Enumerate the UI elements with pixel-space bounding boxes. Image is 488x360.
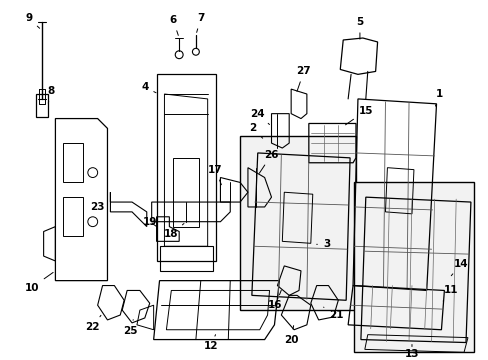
- Bar: [353, 183, 473, 352]
- Text: 21: 21: [323, 307, 343, 320]
- Text: 25: 25: [122, 320, 137, 336]
- Text: 23: 23: [90, 202, 110, 212]
- Bar: [63, 197, 83, 237]
- Text: 27: 27: [296, 66, 310, 91]
- Text: 26: 26: [259, 150, 278, 173]
- Text: 12: 12: [203, 335, 218, 351]
- Text: 19: 19: [142, 217, 157, 227]
- Bar: [159, 246, 212, 271]
- Text: 13: 13: [404, 345, 418, 359]
- Text: 17: 17: [208, 165, 223, 185]
- Text: 10: 10: [24, 273, 53, 293]
- Bar: [173, 158, 199, 226]
- Bar: [36, 94, 47, 117]
- Text: 9: 9: [25, 13, 40, 28]
- Text: 4: 4: [141, 82, 156, 93]
- Text: 22: 22: [85, 315, 101, 332]
- Text: 24: 24: [250, 109, 269, 125]
- Text: 2: 2: [249, 123, 262, 138]
- Text: 18: 18: [164, 224, 183, 239]
- Text: 5: 5: [356, 17, 363, 39]
- Text: 3: 3: [316, 239, 329, 249]
- Bar: [63, 143, 83, 183]
- Text: 7: 7: [196, 13, 204, 32]
- Text: 14: 14: [450, 259, 468, 276]
- Text: 11: 11: [442, 285, 458, 301]
- Text: 15: 15: [345, 106, 372, 125]
- Text: 20: 20: [284, 325, 298, 345]
- Bar: [240, 136, 355, 310]
- Text: 6: 6: [169, 15, 178, 35]
- Text: 16: 16: [267, 290, 282, 310]
- Text: 8: 8: [48, 86, 55, 103]
- Text: 1: 1: [434, 89, 442, 106]
